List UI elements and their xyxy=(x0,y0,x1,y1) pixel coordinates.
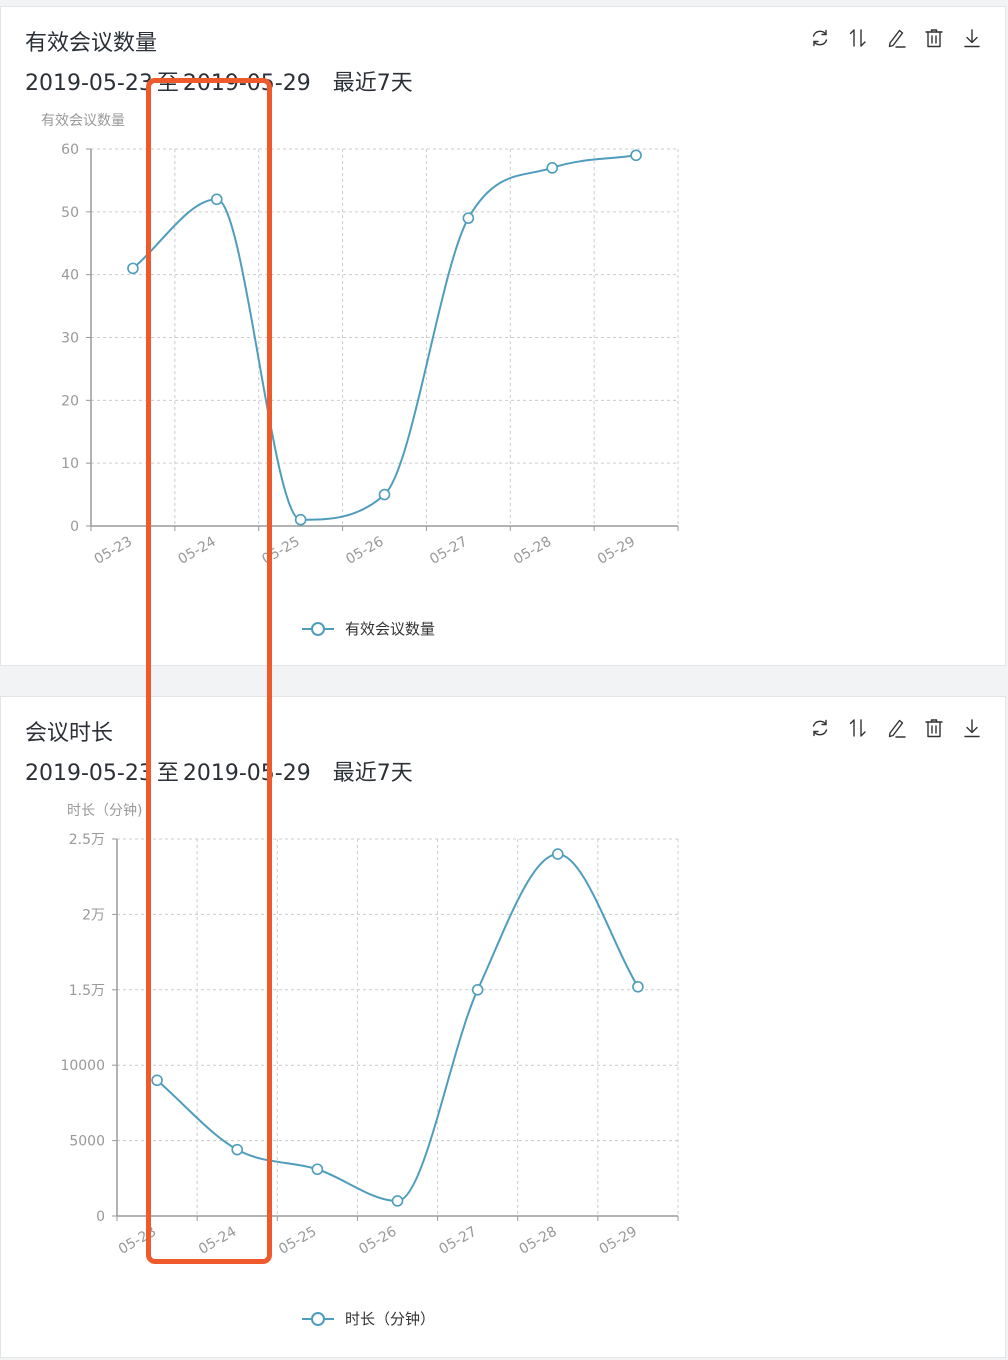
panel-toolbar xyxy=(809,27,983,49)
edit-icon[interactable] xyxy=(885,717,907,739)
data-point xyxy=(294,513,307,526)
y-axis-name: 时长（分钟) xyxy=(67,802,142,819)
sort-icon[interactable] xyxy=(847,27,869,49)
data-point xyxy=(231,1143,244,1156)
x-tick-label: 05-24 xyxy=(196,1224,239,1258)
refresh-icon[interactable] xyxy=(809,27,831,49)
x-tick-label: 05-25 xyxy=(259,534,302,568)
panel-toolbar xyxy=(809,717,983,739)
x-tick-label: 05-24 xyxy=(176,534,219,568)
sort-icon[interactable] xyxy=(847,717,869,739)
series-line xyxy=(156,853,639,1202)
refresh-icon[interactable] xyxy=(809,717,831,739)
delete-icon[interactable] xyxy=(923,27,945,49)
x-tick-label: 05-27 xyxy=(427,534,470,568)
data-point xyxy=(151,1074,163,1087)
legend-label: 时长（分钟） xyxy=(345,1310,436,1328)
chart-panel-meeting-count: 有效会议数量 2019-05-23 至 2019-05-29 最近7天 有效会议数量 0… xyxy=(0,6,1006,666)
y-tick-label: 10 xyxy=(61,456,79,472)
download-icon[interactable] xyxy=(961,717,983,739)
date-range: 2019-05-23 至 2019-05-29 最近7天 xyxy=(25,65,413,97)
range-end: 2019-05-29 xyxy=(182,71,311,96)
data-point xyxy=(551,848,564,860)
recent-days-label: 最近7天 xyxy=(332,761,413,786)
delete-icon[interactable] xyxy=(923,717,945,739)
y-tick-label: 40 xyxy=(61,268,79,284)
data-point xyxy=(471,983,484,996)
y-axis-name: 有效会议数量 xyxy=(41,113,125,129)
range-start: 2019-05-23 xyxy=(25,71,153,96)
x-tick-label: 05-25 xyxy=(276,1224,319,1258)
data-point xyxy=(630,149,642,162)
y-tick-label: 30 xyxy=(61,331,79,347)
legend-line-marker xyxy=(301,1310,335,1328)
x-tick-label: 05-26 xyxy=(356,1224,399,1258)
edit-icon[interactable] xyxy=(885,27,907,49)
legend-label: 有效会议数量 xyxy=(345,620,436,638)
y-tick-label: 0 xyxy=(96,1209,105,1225)
panel-title: 有效会议数量 xyxy=(25,31,158,56)
panel-title: 会议时长 xyxy=(25,721,114,746)
x-tick-label: 05-26 xyxy=(343,534,386,568)
x-tick-label: 05-23 xyxy=(116,1224,159,1258)
x-tick-label: 05-28 xyxy=(517,1224,560,1258)
x-tick-label: 05-28 xyxy=(511,534,554,568)
y-tick-label: 5000 xyxy=(69,1134,105,1150)
x-tick-label: 05-27 xyxy=(436,1224,479,1258)
data-point xyxy=(311,1163,324,1176)
data-point xyxy=(127,262,139,275)
range-start: 2019-05-23 xyxy=(25,761,153,786)
data-point xyxy=(391,1195,404,1207)
chart-panel-meeting-duration: 会议时长 2019-05-23 至 2019-05-29 最近7天 时长（分钟) 0 50… xyxy=(0,696,1006,1358)
range-separator: 至 xyxy=(156,71,179,96)
date-range: 2019-05-23 至 2019-05-29 最近7天 xyxy=(25,755,413,787)
chart-legend[interactable]: 有效会议数量 xyxy=(301,618,435,639)
range-separator: 至 xyxy=(156,761,179,786)
y-tick-label: 60 xyxy=(61,142,79,158)
legend-line-marker xyxy=(301,620,335,638)
x-tick-label: 05-29 xyxy=(597,1224,640,1258)
data-point xyxy=(462,212,475,224)
y-tick-label: 2万 xyxy=(82,907,105,923)
x-tick-label: 05-23 xyxy=(92,534,135,568)
y-tick-label: 20 xyxy=(61,393,79,409)
data-point xyxy=(210,193,223,206)
y-tick-label: 2.5万 xyxy=(69,832,105,848)
line-chart-meeting-count: 有效会议数量 0 10 20 30 40 50 60 05-23 05-24 05-25 05-26 0… xyxy=(41,113,679,568)
recent-days-label: 最近7天 xyxy=(332,71,413,96)
y-tick-label: 50 xyxy=(61,205,79,221)
download-icon[interactable] xyxy=(961,27,983,49)
data-point xyxy=(378,488,391,501)
y-tick-label: 10000 xyxy=(60,1058,105,1074)
data-point xyxy=(546,162,559,174)
y-tick-label: 0 xyxy=(70,519,79,535)
x-tick-label: 05-29 xyxy=(595,534,638,568)
data-point xyxy=(632,980,644,993)
y-tick-label: 1.5万 xyxy=(69,983,105,999)
line-chart-meeting-duration: 时长（分钟) 0 5000 10000 1.5万 2万 2.5万 05-23 05-24 05-2… xyxy=(60,802,679,1258)
chart-legend[interactable]: 时长（分钟） xyxy=(301,1308,435,1329)
range-end: 2019-05-29 xyxy=(182,761,311,786)
